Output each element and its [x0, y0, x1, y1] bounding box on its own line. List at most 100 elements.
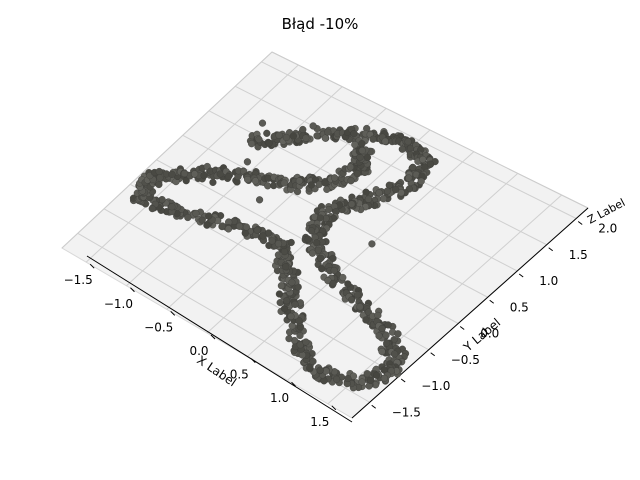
scatter-point — [374, 311, 382, 320]
scatter-point — [291, 300, 299, 309]
scatter-point — [288, 278, 296, 287]
scatter-point — [295, 317, 303, 325]
scatter-point — [216, 170, 224, 178]
scatter-point — [200, 172, 208, 180]
y-tick — [430, 352, 436, 357]
scatter-point — [265, 229, 273, 237]
scatter-point — [330, 266, 338, 275]
y-tick-label: −0.5 — [451, 353, 480, 367]
scatter-point — [378, 348, 386, 356]
scatter-point — [302, 134, 310, 142]
scatter-point — [244, 175, 252, 184]
scatter-point — [155, 167, 163, 176]
grid-line-x — [327, 194, 562, 405]
x-axis-line — [86, 255, 353, 423]
scatter-point — [383, 339, 391, 347]
scatter-point — [280, 179, 288, 187]
back-edges — [61, 51, 589, 249]
scatter-point — [364, 195, 373, 203]
x-tick — [170, 311, 176, 316]
y-tick-label: −1.5 — [392, 405, 421, 419]
scatter-point — [241, 229, 249, 237]
scatter-point — [158, 196, 166, 204]
y-tick-label: −1.0 — [421, 379, 450, 393]
scatter-points — [129, 119, 439, 392]
scatter-point — [265, 139, 273, 147]
scatter-point — [362, 316, 370, 324]
scatter-point — [192, 209, 200, 218]
scatter-point — [375, 189, 383, 197]
scatter-point — [358, 147, 366, 155]
scatter-point — [287, 238, 295, 247]
y-axis: −1.5−1.0−0.50.0 0.5 1.0 1.5 2.0 — [351, 207, 617, 419]
scatter-point — [392, 186, 400, 194]
scatter-point — [320, 377, 328, 385]
scatter-point — [218, 222, 227, 230]
scatter-point — [287, 312, 295, 321]
scatter-point — [264, 182, 272, 190]
scatter-point — [184, 213, 192, 222]
x-tick-label: 0.0 — [189, 344, 208, 358]
scatter-point — [339, 273, 347, 282]
scatter-point — [274, 240, 283, 248]
scatter-point — [148, 205, 156, 213]
y-tick — [459, 326, 465, 330]
scatter-point — [379, 195, 388, 203]
scatter-point — [236, 222, 244, 230]
scatter-point — [224, 172, 233, 181]
scatter-point — [304, 235, 312, 243]
grid-line-x — [85, 64, 299, 263]
scatter-point — [344, 374, 352, 383]
chart-title: Błąd -10% — [281, 15, 359, 33]
scatter-point — [382, 331, 390, 339]
scatter-point — [368, 240, 376, 248]
scatter-point — [317, 254, 325, 262]
grid-line-y — [261, 61, 577, 219]
scatter-point — [381, 137, 389, 145]
scatter-point — [404, 138, 412, 146]
y-tick-label: 0.0 — [480, 327, 499, 341]
x-tick-label: −1.0 — [104, 297, 133, 311]
scatter-point — [405, 174, 413, 182]
scatter-point — [353, 170, 362, 178]
scatter-point — [351, 141, 359, 149]
scatter-point — [209, 178, 217, 187]
y-tick-label: 1.5 — [569, 248, 588, 262]
scatter-point — [375, 332, 383, 340]
scatter-point — [156, 174, 164, 182]
scatter-point — [417, 177, 425, 185]
grid-line-y — [103, 208, 400, 377]
scatter-point — [316, 366, 324, 374]
scatter-point — [168, 203, 176, 211]
scatter-point — [295, 177, 304, 185]
grid-line-y — [235, 85, 547, 246]
y-tick-label: 2.0 — [598, 222, 617, 236]
scatter-point — [309, 357, 317, 366]
scatter-point — [276, 299, 284, 307]
scatter-point — [329, 254, 337, 263]
y-tick — [577, 221, 583, 225]
scatter-point — [277, 282, 286, 290]
scatter-point — [378, 324, 386, 333]
scatter-point — [224, 225, 233, 233]
scatter-point — [282, 133, 291, 142]
scatter-point — [394, 330, 402, 338]
x-tick — [210, 334, 216, 340]
scatter-point — [242, 223, 251, 231]
scatter-point — [282, 263, 290, 271]
scatter-point — [369, 135, 377, 143]
scatter-point — [426, 160, 435, 168]
scatter-point — [275, 290, 284, 298]
scatter-point — [298, 351, 307, 359]
scatter-point — [363, 370, 371, 378]
x-tick-label: 0.5 — [230, 368, 249, 382]
scatter-point — [363, 153, 372, 162]
y-tick — [548, 247, 554, 252]
x-tick-label: −1.5 — [64, 273, 93, 287]
y-tick — [489, 299, 495, 304]
scatter-point — [333, 375, 341, 383]
scatter-point — [350, 130, 358, 138]
y-tick-label: 0.5 — [510, 300, 529, 314]
x-tick — [331, 405, 337, 411]
